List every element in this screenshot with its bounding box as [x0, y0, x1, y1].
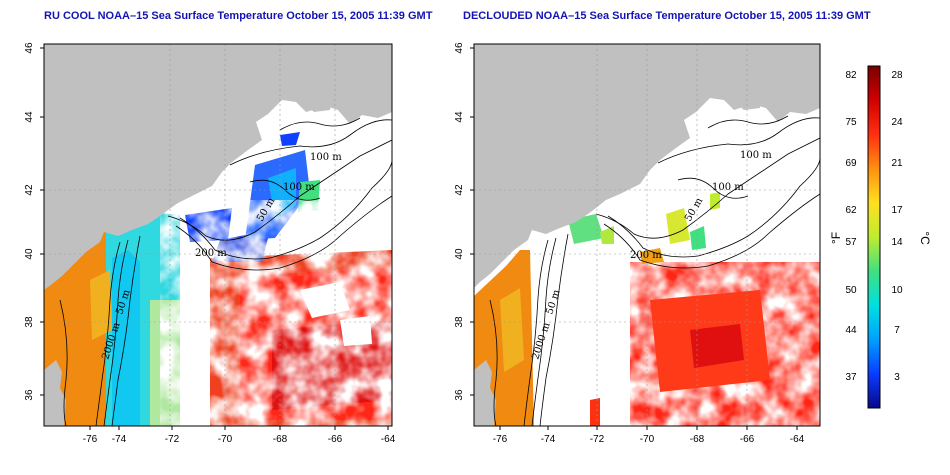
colorbar-frame	[867, 65, 881, 409]
bathymetry-contours	[489, 115, 820, 426]
celsius-unit-label: °C	[918, 231, 932, 245]
land-mass-south	[44, 360, 66, 426]
x-tick-label: -66	[740, 434, 755, 445]
fahrenheit-tick-label: 44	[845, 325, 857, 336]
x-tick-label: -72	[590, 434, 605, 445]
x-tick-label: -66	[328, 434, 343, 445]
x-tick-label: -72	[165, 434, 180, 445]
colorbar: 82 75 69 62 57 50 44 37 28 24 21 17 14 10 7 3 °F °C	[829, 65, 932, 409]
y-tick-label: 44	[454, 111, 465, 123]
contour-label: 100 m	[283, 182, 315, 193]
x-tick-label: -74	[541, 434, 556, 445]
x-tick-label: -68	[690, 434, 705, 445]
celsius-tick-label: 7	[894, 325, 900, 336]
plot-frame	[43, 43, 393, 427]
fahrenheit-tick-label: 82	[845, 70, 857, 81]
map-panel-2: 100 m 100 m 50 m 200 m 50 m 2000 m -76 -7…	[454, 42, 821, 445]
axis-ticks: -76 -74 -72 -70 -68 -66 -64 36 38 40 42 44 46	[454, 42, 805, 445]
y-tick-label: 42	[24, 184, 35, 196]
y-tick-label: 44	[24, 111, 35, 123]
y-tick-label: 36	[24, 389, 35, 401]
land-mass	[44, 44, 392, 290]
fahrenheit-tick-label: 62	[845, 205, 857, 216]
y-tick-label: 40	[454, 248, 465, 260]
fahrenheit-tick-label: 57	[845, 237, 857, 248]
land-mass-south	[474, 360, 496, 426]
celsius-tick-label: 10	[891, 285, 903, 296]
fahrenheit-tick-label: 50	[845, 285, 857, 296]
contour-label: 100 m	[310, 152, 342, 163]
map-panel-1: 100 m 100 m 50 m 200 m 50 m 2000 m -76 -7…	[24, 42, 396, 445]
y-tick-label: 46	[454, 42, 465, 54]
panel2-title: DECLOUDED NOAA–15 Sea Surface Temperatur…	[463, 10, 871, 22]
x-tick-label: -76	[493, 434, 508, 445]
x-tick-label: -76	[83, 434, 98, 445]
island	[300, 94, 332, 112]
y-tick-label: 42	[454, 184, 465, 196]
graticule	[474, 44, 820, 426]
x-tick-label: -64	[790, 434, 805, 445]
bathymetry-contours	[59, 117, 392, 426]
celsius-tick-label: 3	[894, 372, 900, 383]
graticule	[44, 44, 392, 426]
fahrenheit-unit-label: °F	[829, 232, 843, 244]
contour-label: 200 m	[195, 248, 227, 259]
fahrenheit-tick-label: 37	[845, 372, 857, 383]
celsius-tick-label: 24	[891, 117, 903, 128]
x-tick-label: -68	[273, 434, 288, 445]
x-tick-label: -70	[640, 434, 655, 445]
y-tick-label: 38	[24, 316, 35, 328]
contour-label: 100 m	[740, 150, 772, 161]
fahrenheit-tick-label: 75	[845, 117, 857, 128]
celsius-tick-label: 17	[891, 205, 903, 216]
x-tick-label: -64	[381, 434, 396, 445]
y-tick-label: 40	[24, 248, 35, 260]
sst-imagery	[44, 58, 392, 426]
colorbar-scale	[868, 66, 880, 408]
fahrenheit-tick-label: 69	[845, 158, 857, 169]
axis-ticks: -76 -74 -72 -70 -68 -66 -64 36 38 40 42 44 46	[24, 42, 396, 445]
y-tick-label: 46	[24, 42, 35, 54]
y-tick-label: 36	[454, 389, 465, 401]
contour-label: 100 m	[712, 182, 744, 193]
island	[730, 92, 762, 110]
celsius-tick-label: 14	[891, 237, 903, 248]
celsius-tick-label: 28	[891, 70, 903, 81]
x-tick-label: -74	[112, 434, 127, 445]
celsius-tick-label: 21	[891, 158, 903, 169]
panel1-title: RU COOL NOAA–15 Sea Surface Temperature …	[44, 10, 433, 22]
y-tick-label: 38	[454, 316, 465, 328]
x-tick-label: -70	[218, 434, 233, 445]
sst-imagery	[474, 192, 820, 426]
contour-label: 200 m	[630, 250, 662, 261]
